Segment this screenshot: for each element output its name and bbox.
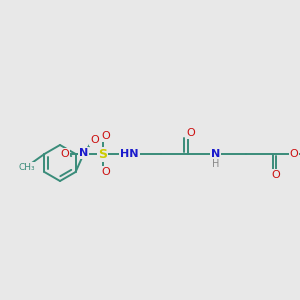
Text: H: H — [212, 159, 219, 169]
Text: HN: HN — [120, 149, 139, 159]
Text: S: S — [98, 148, 107, 160]
Text: N: N — [211, 149, 220, 159]
Text: O: O — [101, 131, 110, 141]
Text: O: O — [186, 128, 195, 138]
Text: N: N — [79, 148, 88, 158]
Text: O: O — [60, 149, 69, 159]
Text: O: O — [101, 167, 110, 177]
Text: O: O — [271, 170, 280, 180]
Text: O: O — [290, 149, 298, 159]
Text: CH₃: CH₃ — [18, 163, 35, 172]
Text: O: O — [90, 135, 99, 145]
